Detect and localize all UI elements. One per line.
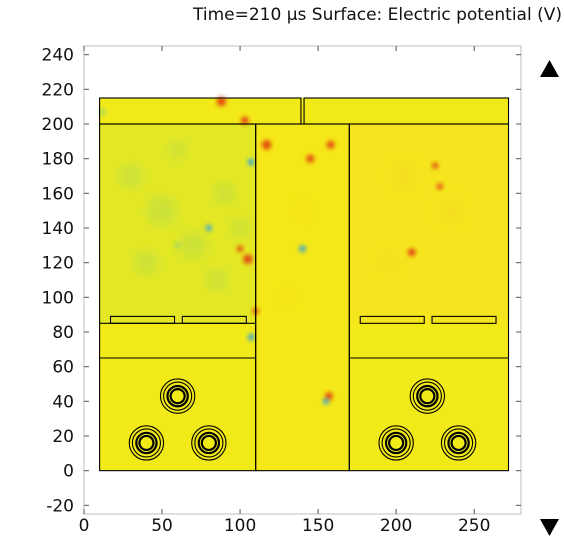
scale-down-arrow-icon[interactable] (540, 519, 559, 536)
conductor (440, 425, 477, 461)
field-variation (146, 194, 179, 227)
field-variation (205, 268, 228, 292)
field-variation (168, 140, 188, 160)
boundary-plate (109, 315, 176, 324)
y-tick-label: 140 (42, 219, 74, 239)
conductor-ring (409, 378, 446, 414)
field-region-right (349, 124, 509, 324)
y-axis: -20 0 20 40 60 80 100 120 140 160 180 200 220 240 (42, 46, 521, 516)
field-spot (261, 140, 272, 150)
scale-up-arrow-icon[interactable] (540, 60, 559, 77)
x-tick-label: 50 (151, 516, 173, 536)
conductor-ring (419, 388, 436, 405)
conductor-ring (166, 384, 189, 408)
x-tick-label: 150 (302, 516, 334, 536)
conductor-ring (163, 381, 193, 411)
y-tick-label: 20 (52, 427, 74, 447)
conductor-ring (440, 425, 477, 461)
conductor-ring (381, 428, 411, 458)
y-tick-label: 60 (52, 358, 74, 378)
conductor-ring (135, 431, 158, 455)
field-spot (205, 224, 213, 232)
field-region-center (255, 124, 350, 471)
y-tick-label: 0 (63, 462, 74, 482)
field-spot (236, 245, 244, 252)
field-spot (247, 158, 255, 166)
conductor-ring (450, 434, 467, 452)
x-tick-label: 100 (224, 516, 256, 536)
conductor-ring (128, 425, 165, 461)
y-tick-label: 200 (42, 115, 74, 135)
conductor-ring (138, 434, 155, 452)
field-variation (391, 163, 417, 189)
field-spot (436, 183, 444, 190)
y-tick-label: 80 (52, 323, 74, 343)
x-axis: 0 50 100 150 200 250 (79, 46, 490, 536)
y-tick-label: 120 (42, 254, 74, 274)
field-variation (278, 289, 295, 306)
field-variation (178, 230, 208, 260)
conductor (378, 425, 414, 461)
conductor-ring (159, 378, 196, 414)
conductor (159, 378, 196, 414)
field-spot (306, 154, 315, 163)
y-tick-label: 220 (42, 80, 74, 100)
conductor (191, 425, 227, 461)
conductor (128, 425, 165, 461)
field-spot (322, 398, 330, 405)
x-tick-label: 0 (79, 516, 90, 536)
conductor-ring (191, 425, 227, 461)
boundary-plate (359, 315, 425, 324)
color-scale-controls (540, 60, 559, 536)
field-spot (240, 116, 249, 125)
field-spot (325, 392, 334, 401)
y-tick-label: 180 (42, 150, 74, 170)
plot-title: Time=210 µs Surface: Electric potential … (193, 5, 562, 25)
field-spot (216, 96, 227, 107)
conductor-ring (197, 431, 221, 455)
y-tick-label: 240 (42, 46, 74, 66)
conductor-ring (447, 431, 470, 455)
field-spot (247, 333, 255, 341)
field-variation (378, 253, 398, 273)
conductor-ring (200, 434, 217, 452)
boundary-plate (181, 315, 247, 324)
x-tick-label: 200 (380, 516, 412, 536)
y-tick-label: 100 (42, 288, 74, 308)
conductor (409, 378, 446, 414)
field-variation (439, 199, 462, 222)
conductor-ring (388, 434, 405, 452)
conductor-ring (416, 384, 439, 408)
conductor-ring (194, 428, 224, 458)
conductor-ring (412, 381, 442, 411)
field-variation (230, 218, 250, 238)
x-tick-label: 250 (458, 516, 490, 536)
conductor-ring (131, 428, 162, 458)
field-spot (243, 254, 253, 264)
field-spot (174, 242, 181, 249)
field-variation (292, 201, 313, 221)
field-variation (213, 182, 236, 205)
field-spot (298, 245, 307, 253)
boundary-plate (431, 315, 497, 324)
conductor-ring (443, 428, 474, 458)
y-tick-label: -20 (46, 496, 74, 516)
y-tick-label: 40 (52, 392, 74, 412)
conductor-ring (169, 388, 186, 405)
field-spot (407, 248, 416, 257)
field-spot (99, 108, 107, 116)
potential-field (99, 96, 509, 471)
conductor-ring (384, 431, 408, 455)
field-spot (431, 162, 439, 169)
field-variation (118, 163, 144, 189)
geometry-boundaries (99, 97, 510, 472)
boundary-right-block (348, 123, 510, 472)
y-tick-label: 160 (42, 184, 74, 204)
field-spot (326, 140, 335, 149)
conductor-ring (378, 425, 414, 461)
field-variation (133, 249, 160, 276)
